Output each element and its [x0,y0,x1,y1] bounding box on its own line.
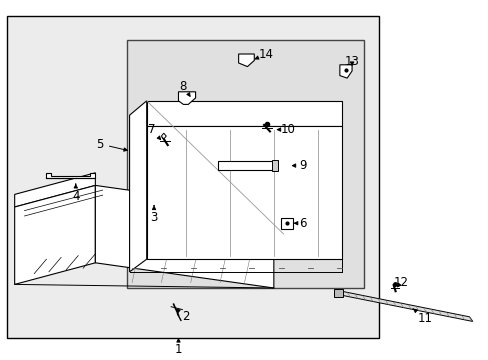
Polygon shape [129,101,146,272]
Polygon shape [129,141,133,147]
Polygon shape [217,161,273,170]
Polygon shape [271,160,277,171]
Polygon shape [178,92,195,104]
Text: 10: 10 [277,123,295,136]
Polygon shape [281,218,293,229]
Polygon shape [148,195,153,201]
Text: 11: 11 [412,309,432,325]
Text: 6: 6 [293,217,306,230]
Text: 1: 1 [174,339,182,356]
Text: 13: 13 [344,55,359,68]
Polygon shape [161,133,166,139]
Text: 5: 5 [96,138,127,151]
Polygon shape [339,65,351,78]
Text: 2: 2 [176,309,189,323]
Text: 9: 9 [292,159,306,172]
Polygon shape [15,185,95,284]
Polygon shape [15,173,95,207]
Polygon shape [339,291,472,321]
Bar [127,40,364,288]
Bar [7,16,378,338]
Polygon shape [95,185,273,288]
Text: 14: 14 [255,48,273,60]
Text: 3: 3 [150,206,158,224]
Text: 7: 7 [147,123,161,140]
Text: 4: 4 [72,184,80,203]
Text: 12: 12 [393,276,407,289]
Polygon shape [146,126,342,259]
Polygon shape [238,54,254,67]
Polygon shape [46,173,95,178]
Polygon shape [146,101,342,126]
Polygon shape [333,289,343,297]
Text: 8: 8 [179,80,190,96]
